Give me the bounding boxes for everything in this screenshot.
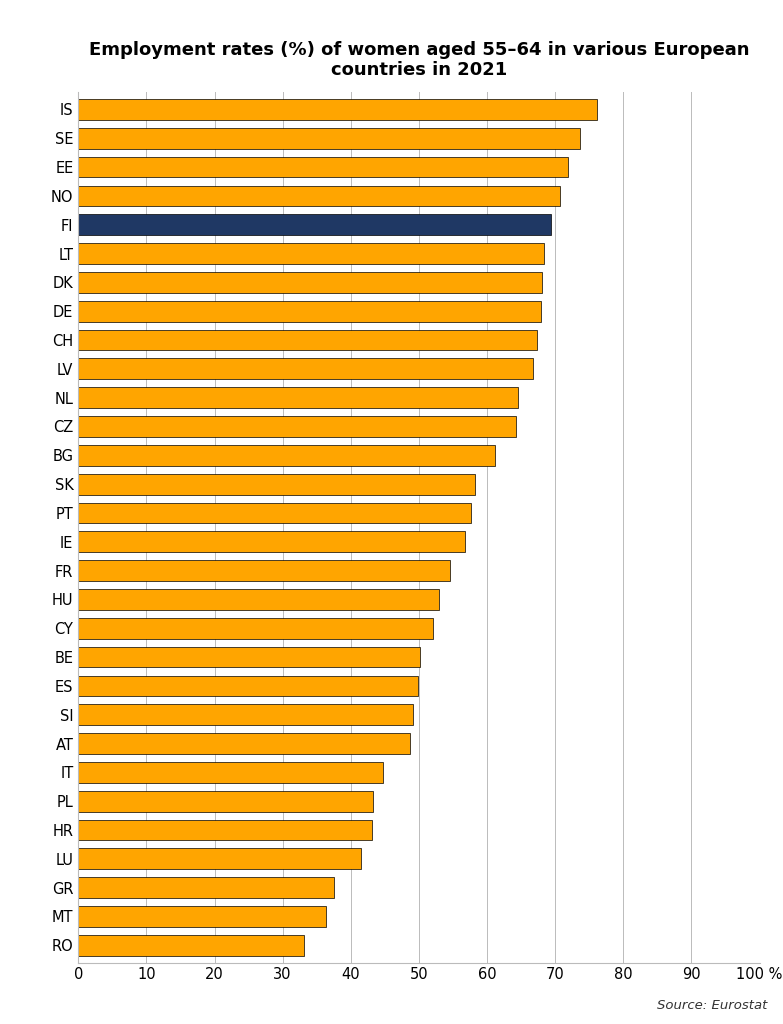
Bar — [78, 819, 372, 841]
Text: Source: Eurostat: Source: Eurostat — [657, 998, 767, 1012]
Bar — [78, 676, 417, 696]
Bar — [78, 617, 433, 639]
Bar — [78, 416, 516, 437]
Bar — [78, 589, 438, 609]
Bar — [78, 185, 560, 206]
Bar — [78, 733, 410, 754]
Bar — [78, 762, 384, 782]
Bar — [78, 330, 537, 350]
Bar — [78, 445, 495, 466]
Bar — [78, 560, 450, 581]
Bar — [78, 387, 518, 408]
Bar — [78, 99, 597, 120]
Bar — [78, 906, 326, 927]
Bar — [78, 157, 568, 177]
Bar — [78, 301, 541, 322]
Bar — [78, 878, 334, 898]
Bar — [78, 474, 474, 495]
Bar — [78, 935, 305, 955]
Bar — [78, 849, 361, 869]
Bar — [78, 214, 551, 236]
Bar — [78, 128, 580, 148]
Bar — [78, 503, 471, 523]
Title: Employment rates (%) of women aged 55–64 in various European
countries in 2021: Employment rates (%) of women aged 55–64… — [88, 41, 749, 80]
Bar — [78, 243, 544, 264]
Bar — [78, 647, 420, 668]
Bar — [78, 358, 532, 379]
Bar — [78, 272, 542, 293]
Bar — [78, 791, 373, 812]
Bar — [78, 531, 464, 552]
Bar — [78, 705, 413, 725]
